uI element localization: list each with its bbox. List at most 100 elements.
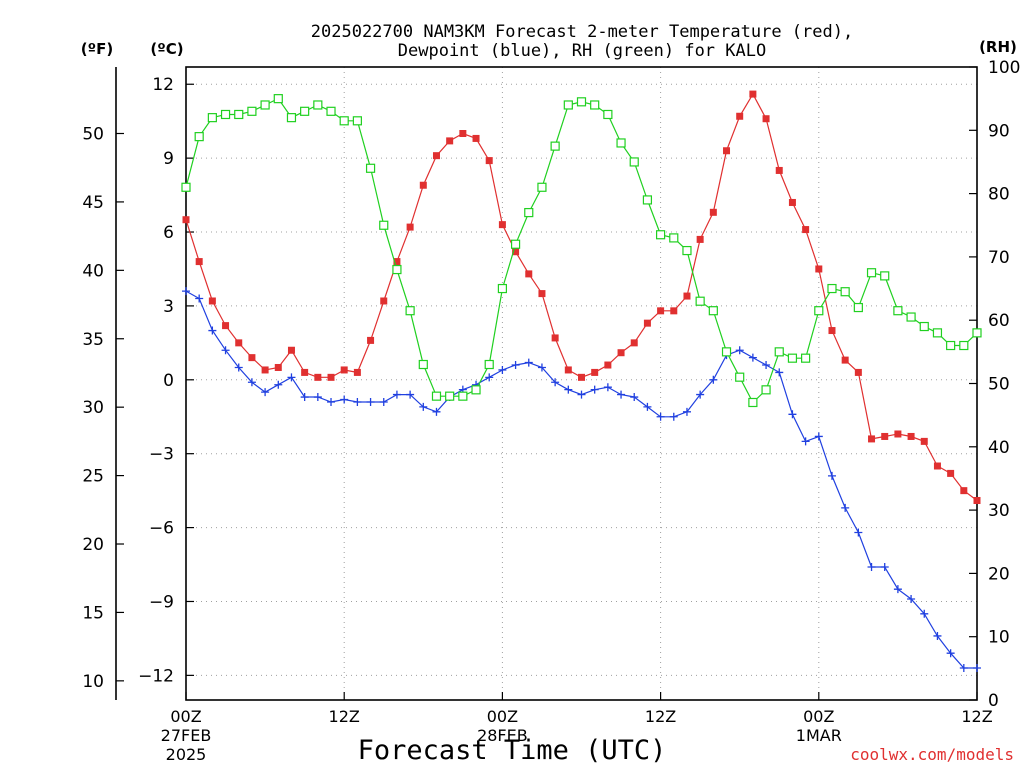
data-point: [735, 346, 744, 355]
data-point: [419, 181, 427, 189]
data-point: [880, 271, 890, 281]
data-point: [195, 294, 204, 303]
data-point: [564, 366, 572, 374]
data-point: [683, 292, 691, 300]
data-point: [392, 264, 402, 275]
data-point: [775, 166, 783, 174]
data-point: [406, 223, 414, 231]
data-point: [287, 373, 296, 382]
data-point: [933, 631, 942, 640]
data-point: [181, 182, 191, 192]
data-point: [643, 402, 652, 411]
data-point: [617, 349, 625, 357]
data-point: [933, 462, 941, 470]
data-point: [352, 116, 362, 126]
data-point: [286, 113, 297, 123]
year-tick-label: 2025: [166, 745, 207, 764]
celsius-unit-label: (ºC): [150, 40, 183, 58]
data-point: [603, 109, 613, 120]
data-point: [643, 319, 651, 327]
data-point: [484, 359, 494, 370]
data-point: [695, 296, 705, 306]
data-point: [485, 157, 493, 165]
data-point: [603, 383, 612, 392]
fahrenheit-tick-label: 15: [82, 603, 104, 623]
data-point: [629, 157, 639, 167]
data-point: [511, 361, 520, 370]
data-point: [696, 390, 705, 399]
data-point: [221, 346, 230, 355]
data-point: [300, 106, 310, 116]
data-point: [537, 182, 547, 192]
data-point: [920, 609, 929, 618]
data-point: [353, 397, 362, 406]
data-point: [248, 354, 256, 362]
rh-unit-label: (RH): [979, 38, 1017, 56]
data-point: [907, 432, 915, 440]
data-point: [774, 347, 784, 357]
data-point: [524, 358, 533, 367]
data-point: [841, 503, 850, 512]
data-point: [208, 297, 216, 305]
data-point: [827, 471, 836, 480]
data-point: [788, 410, 797, 419]
data-point: [182, 216, 190, 224]
data-point: [510, 239, 521, 249]
data-point: [682, 245, 692, 256]
data-point: [853, 302, 863, 313]
data-point: [458, 391, 468, 401]
data-point: [972, 328, 982, 338]
credit-text: coolwx.com/models: [850, 745, 1014, 764]
data-point: [406, 390, 415, 399]
data-point: [630, 393, 639, 402]
data-point: [642, 195, 653, 205]
rh-tick-label: 50: [988, 375, 1010, 395]
rh-tick-label: 40: [988, 438, 1010, 458]
fahrenheit-tick-label: 10: [82, 672, 104, 692]
data-point: [274, 380, 283, 389]
fahrenheit-unit-label: (ºF): [81, 40, 113, 58]
data-point: [708, 306, 718, 316]
rh-tick-label: 100: [988, 58, 1020, 78]
data-point: [326, 106, 336, 116]
series-dewpoint: [182, 287, 981, 672]
time-tick-label: 00Z: [803, 707, 834, 726]
data-point: [432, 407, 441, 416]
data-point: [405, 306, 415, 316]
rh-tick-label: 90: [988, 121, 1010, 141]
data-point: [551, 334, 559, 342]
data-point: [498, 221, 506, 229]
celsius-tick-label: 9: [163, 149, 174, 169]
data-point: [339, 116, 349, 126]
data-point: [920, 437, 928, 445]
data-point: [563, 100, 573, 110]
data-point: [234, 109, 244, 120]
celsius-tick-label: 3: [163, 297, 174, 317]
data-point: [815, 265, 823, 273]
data-point: [340, 366, 348, 374]
data-point: [814, 432, 823, 441]
data-point: [946, 649, 955, 658]
data-point: [578, 373, 585, 381]
rh-tick-label: 0: [988, 691, 999, 711]
data-point: [801, 437, 810, 446]
data-point: [313, 393, 322, 402]
data-point: [379, 397, 388, 406]
fahrenheit-tick-label: 25: [82, 467, 104, 487]
data-point: [670, 307, 678, 315]
data-point: [761, 385, 771, 395]
data-point: [657, 307, 665, 315]
celsius-tick-label: −3: [149, 445, 174, 465]
data-point: [220, 109, 231, 120]
series-temperature: [182, 90, 981, 504]
data-point: [762, 115, 770, 123]
data-point: [736, 112, 744, 120]
data-point: [432, 152, 440, 160]
data-point: [235, 339, 243, 347]
celsius-tick-label: 6: [163, 223, 174, 243]
celsius-tick-label: −6: [149, 519, 174, 539]
rh-tick-label: 70: [988, 248, 1010, 268]
fahrenheit-tick-label: 30: [82, 398, 104, 418]
data-point: [366, 397, 375, 406]
data-point: [868, 435, 876, 443]
